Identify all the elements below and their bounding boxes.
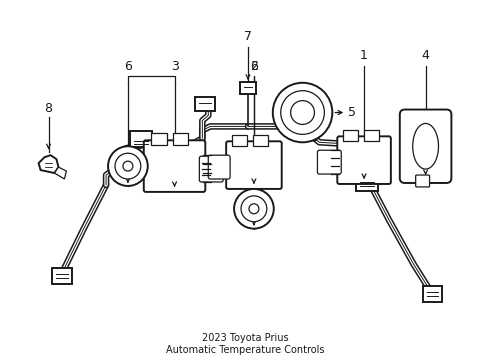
FancyBboxPatch shape <box>232 135 247 146</box>
FancyBboxPatch shape <box>356 175 378 191</box>
Circle shape <box>249 204 259 214</box>
Text: 7: 7 <box>244 30 252 42</box>
Circle shape <box>281 91 324 134</box>
FancyBboxPatch shape <box>298 96 318 111</box>
FancyBboxPatch shape <box>226 141 282 189</box>
FancyBboxPatch shape <box>343 130 358 141</box>
FancyBboxPatch shape <box>318 150 341 174</box>
FancyBboxPatch shape <box>151 133 167 145</box>
Circle shape <box>115 153 141 179</box>
Ellipse shape <box>413 123 439 169</box>
Circle shape <box>123 161 133 171</box>
Circle shape <box>234 189 274 229</box>
Circle shape <box>273 83 332 142</box>
Polygon shape <box>54 167 66 179</box>
FancyBboxPatch shape <box>172 133 189 145</box>
FancyBboxPatch shape <box>400 109 451 183</box>
FancyBboxPatch shape <box>337 136 391 184</box>
FancyBboxPatch shape <box>240 82 256 94</box>
Text: 4: 4 <box>422 49 430 63</box>
FancyBboxPatch shape <box>199 156 223 182</box>
FancyBboxPatch shape <box>144 140 205 192</box>
FancyBboxPatch shape <box>208 155 230 179</box>
Text: 6: 6 <box>250 60 258 73</box>
Text: 2: 2 <box>250 60 258 73</box>
FancyBboxPatch shape <box>196 96 215 111</box>
Circle shape <box>291 100 315 125</box>
Polygon shape <box>39 155 58 173</box>
FancyBboxPatch shape <box>422 286 442 302</box>
Circle shape <box>241 196 267 222</box>
Text: 2023 Toyota Prius
Automatic Temperature Controls: 2023 Toyota Prius Automatic Temperature … <box>166 333 324 355</box>
FancyBboxPatch shape <box>253 135 268 146</box>
Text: 8: 8 <box>45 102 52 115</box>
Text: 3: 3 <box>171 60 178 73</box>
Circle shape <box>108 146 148 186</box>
FancyBboxPatch shape <box>52 268 73 284</box>
FancyBboxPatch shape <box>416 175 430 187</box>
FancyBboxPatch shape <box>364 130 379 141</box>
Text: 5: 5 <box>348 106 356 119</box>
Text: 1: 1 <box>360 49 368 63</box>
FancyBboxPatch shape <box>130 131 152 147</box>
Text: 6: 6 <box>124 60 132 73</box>
